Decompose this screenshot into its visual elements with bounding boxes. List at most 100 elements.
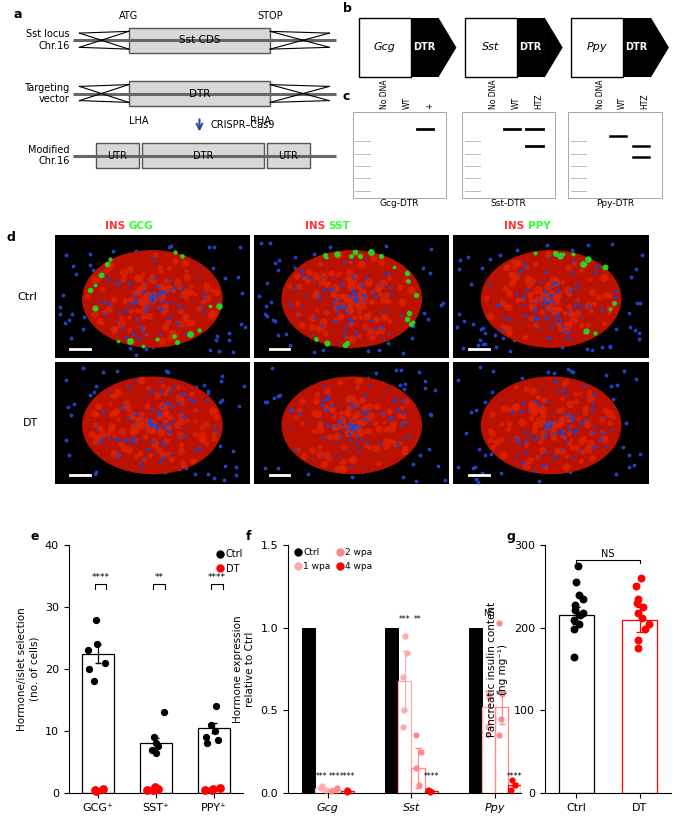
Bar	[469, 628, 482, 793]
Text: NS: NS	[601, 549, 614, 559]
Text: UTR: UTR	[278, 150, 298, 161]
Point	[573, 588, 584, 601]
Text: Ppy: Ppy	[587, 42, 608, 53]
Point	[147, 743, 158, 757]
Text: WT: WT	[403, 97, 412, 109]
Point	[84, 662, 95, 676]
Point	[342, 786, 353, 799]
Point	[509, 778, 520, 791]
Point	[495, 712, 506, 725]
Point	[82, 644, 93, 657]
Point	[632, 592, 643, 605]
Point	[206, 718, 216, 732]
Text: Sst-DTR: Sst-DTR	[491, 199, 527, 207]
Bar	[140, 743, 172, 793]
Text: c: c	[343, 90, 350, 103]
Point	[577, 606, 588, 620]
Point	[422, 783, 433, 796]
Point	[211, 700, 222, 713]
Text: ****: ****	[340, 772, 355, 781]
Bar	[314, 788, 327, 793]
Text: Modified
Chr.16: Modified Chr.16	[28, 145, 70, 167]
Bar	[412, 768, 425, 793]
Text: Targeting
vector: Targeting vector	[25, 83, 70, 104]
Point	[151, 746, 162, 759]
Bar	[425, 791, 438, 793]
Bar	[398, 681, 412, 793]
Point	[142, 783, 153, 796]
Point	[88, 675, 99, 688]
Text: b: b	[343, 2, 352, 16]
Point	[483, 729, 494, 742]
Point	[632, 606, 643, 620]
Text: **: **	[154, 573, 163, 582]
Point	[341, 783, 352, 796]
Text: ****: ****	[423, 772, 439, 781]
Text: ***: ***	[496, 690, 508, 699]
Point	[398, 720, 409, 733]
Point	[410, 729, 421, 742]
Text: WT: WT	[512, 97, 521, 109]
Point	[506, 773, 517, 786]
Point	[574, 609, 585, 622]
Point	[92, 638, 103, 651]
Bar	[385, 628, 398, 793]
Text: No DNA: No DNA	[380, 79, 389, 109]
Point	[569, 623, 580, 636]
Text: UTR: UTR	[108, 150, 127, 161]
Text: DT: DT	[23, 418, 38, 428]
Text: f: f	[246, 530, 251, 544]
Text: DTR: DTR	[519, 42, 542, 53]
Text: LHA: LHA	[129, 116, 149, 126]
Point	[210, 724, 221, 738]
Text: ATG: ATG	[119, 11, 138, 21]
Point	[424, 786, 435, 799]
FancyBboxPatch shape	[410, 18, 438, 77]
Bar	[495, 707, 508, 793]
Bar	[508, 785, 521, 793]
Text: Gcg: Gcg	[374, 42, 396, 53]
Text: ****: ****	[208, 573, 226, 582]
Point	[415, 745, 426, 758]
FancyBboxPatch shape	[96, 143, 138, 169]
Point	[411, 762, 422, 775]
Point	[632, 596, 643, 610]
Bar	[198, 728, 230, 793]
Text: No DNA: No DNA	[489, 79, 499, 109]
Point	[398, 671, 409, 684]
Text: INS: INS	[305, 221, 328, 230]
Point	[570, 603, 581, 616]
Text: e: e	[30, 530, 38, 544]
Point	[413, 778, 424, 791]
Text: DTR: DTR	[189, 88, 210, 98]
Ellipse shape	[282, 250, 422, 348]
Point	[482, 720, 493, 733]
Bar	[301, 628, 314, 793]
Point	[577, 592, 588, 605]
Point	[332, 781, 342, 795]
Text: ***: ***	[315, 772, 327, 781]
Text: SST: SST	[328, 221, 350, 230]
Point	[158, 705, 169, 719]
Point	[633, 642, 644, 655]
Bar	[559, 615, 594, 793]
Legend: Ctrl, 1 wpa, 2 wpa, 4 wpa: Ctrl, 1 wpa, 2 wpa, 4 wpa	[292, 544, 375, 574]
Point	[330, 783, 341, 796]
Y-axis label: Hormone/islet selection
(no. of cells): Hormone/islet selection (no. of cells)	[18, 607, 39, 731]
Point	[153, 782, 164, 795]
Point	[630, 580, 641, 593]
FancyBboxPatch shape	[569, 112, 662, 198]
Point	[635, 572, 646, 585]
Text: DTR: DTR	[413, 42, 436, 53]
Y-axis label: Pancreatic insulin content
(ng mg⁻¹): Pancreatic insulin content (ng mg⁻¹)	[486, 601, 508, 737]
Text: DTR: DTR	[625, 42, 648, 53]
FancyBboxPatch shape	[129, 81, 270, 106]
Point	[90, 613, 101, 626]
Point	[398, 704, 409, 717]
FancyBboxPatch shape	[359, 18, 410, 77]
Ellipse shape	[82, 377, 223, 474]
FancyBboxPatch shape	[267, 143, 310, 169]
Point	[573, 559, 584, 572]
Point	[569, 650, 580, 663]
Point	[570, 576, 581, 589]
